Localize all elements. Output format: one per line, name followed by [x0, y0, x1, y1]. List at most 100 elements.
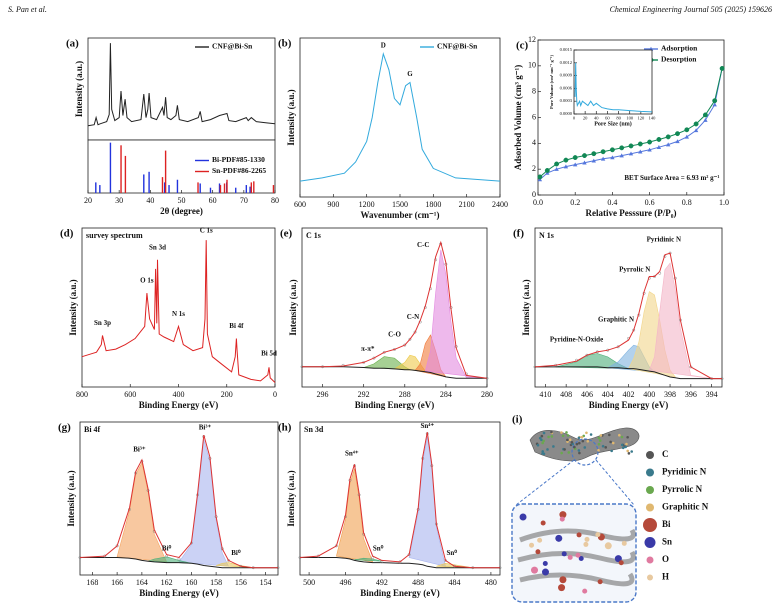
legend-atom [646, 486, 654, 494]
atom-dot [578, 451, 581, 455]
annotation: G [407, 70, 413, 78]
marker [665, 134, 671, 140]
plot-frame [87, 139, 276, 194]
atom-dot [541, 450, 545, 453]
x-tick-label: 292 [358, 390, 370, 399]
atom-sphere [597, 579, 603, 585]
panel-label: (g) [58, 422, 71, 434]
panel-title: C 1s [306, 231, 321, 240]
y-tick-label: 4 [532, 138, 536, 147]
atom-dot [540, 434, 544, 438]
plot-frame [573, 49, 653, 115]
atom-dot [621, 446, 625, 450]
y-axis-label: Intensity (a.u.) [286, 89, 296, 145]
marker [712, 102, 717, 107]
x-tick-label: 900 [327, 200, 339, 209]
curve [299, 432, 500, 569]
x-tick-label: 0 [273, 390, 277, 399]
x-tick-label: 164 [136, 578, 148, 587]
y-axis-label: Intensity (a.u.) [74, 61, 84, 117]
marker [554, 161, 560, 167]
x-tick-label: 492 [376, 578, 388, 587]
atom-sphere [519, 513, 527, 521]
curve [299, 51, 501, 182]
atom-dot [624, 445, 627, 449]
x-tick-label: 50 [178, 196, 186, 205]
atom-sphere [535, 549, 541, 555]
atom-dot [630, 450, 634, 453]
x-tick-label: 0.0 [533, 198, 543, 207]
marker [408, 337, 412, 341]
panel-label: (a) [66, 38, 79, 50]
panel-label: (f) [513, 228, 524, 240]
legend-label: Graphitic N [662, 502, 709, 512]
y-axis-label: Intensity (a.u.) [66, 470, 76, 526]
atom-sphere [531, 566, 539, 574]
atom-sphere [559, 576, 567, 584]
atom-sphere [614, 555, 622, 563]
x-tick-label: 140 [649, 116, 657, 121]
header-author: S. Pan et al. [8, 5, 47, 14]
x-tick-label: 1800 [425, 200, 441, 209]
atom-dot [560, 451, 563, 455]
y-tick-label: 0.0006 [560, 85, 573, 90]
atom-dot [580, 435, 584, 439]
atom-dot [597, 436, 601, 440]
diagram-art [511, 427, 640, 603]
x-tick-label: 410 [539, 390, 551, 399]
marker [573, 162, 578, 167]
x-tick-label: 480 [485, 578, 497, 587]
atom-sphere [529, 542, 535, 548]
x-axis-label: Binding Energy (eV) [139, 588, 219, 598]
legend-label: Pyridinic N [662, 467, 707, 477]
atom-dot [597, 442, 601, 446]
x-tick-label: 408 [560, 390, 572, 399]
x-tick-label: 60 [209, 196, 217, 205]
y-axis-label: Intensity (a.u.) [288, 279, 298, 335]
atom-dot [599, 434, 603, 437]
marker [619, 153, 624, 158]
atom-sphere [578, 556, 584, 562]
atom-dot [541, 441, 544, 445]
zoom-circle [571, 438, 599, 466]
panel-label: (c) [516, 40, 529, 52]
x-tick-label: 284 [440, 390, 452, 399]
marker [693, 121, 699, 127]
atom-dot [581, 439, 585, 443]
marker [591, 151, 597, 157]
y-tick-label: 12 [528, 35, 536, 44]
component-area [648, 262, 712, 379]
x-tick-label: 0 [573, 116, 576, 121]
atom-dot [585, 431, 588, 435]
atom-dot [586, 439, 590, 443]
atom-dot [609, 440, 612, 444]
atom-dot [570, 440, 574, 444]
x-tick-label: 120 [637, 116, 645, 121]
legend-label: Sn [662, 537, 672, 547]
annotation: Sn⁴⁺ [420, 422, 434, 430]
component-area [336, 468, 374, 563]
marker [600, 156, 606, 161]
marker [591, 158, 596, 163]
marker [563, 157, 569, 163]
atom-sphere [576, 532, 582, 538]
atom-dot [598, 439, 602, 442]
y-tick-label: 0.0012 [560, 60, 572, 65]
marker [702, 112, 708, 118]
atom-sphere [541, 568, 549, 576]
annotation: N 1s [172, 310, 185, 318]
legend-atom [647, 574, 653, 581]
atom-dot [618, 433, 621, 437]
marker [703, 117, 708, 122]
atom-sphere [537, 537, 543, 543]
x-tick-label: 20 [583, 116, 588, 121]
atom-sphere [582, 588, 588, 594]
x-tick-label: 30 [115, 196, 123, 205]
marker [684, 134, 689, 139]
curve [81, 240, 276, 383]
x-tick-label: 158 [210, 578, 222, 587]
x-tick-label: 200 [221, 390, 233, 399]
marker [719, 65, 725, 71]
panel-title: Bi 4f [84, 425, 101, 434]
